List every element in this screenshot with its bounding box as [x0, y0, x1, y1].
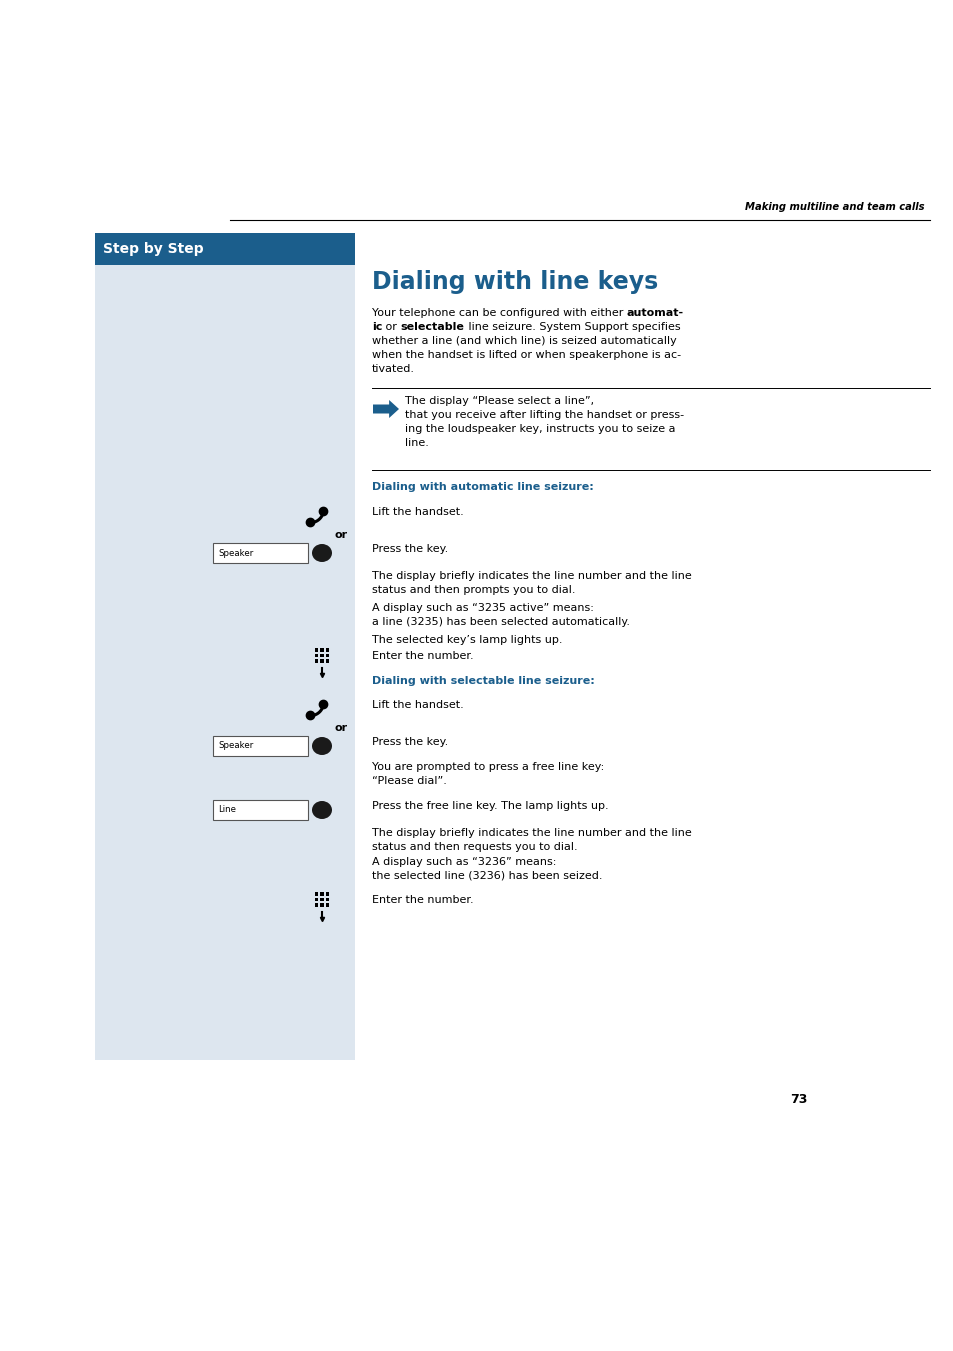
Bar: [314, 902, 318, 907]
Text: ic: ic: [372, 322, 382, 332]
Bar: [95, 265, 355, 1061]
Text: The display “Please select a line”,: The display “Please select a line”,: [405, 396, 594, 407]
Bar: [320, 648, 323, 651]
Polygon shape: [373, 400, 398, 417]
Text: line seizure. System Support specifies: line seizure. System Support specifies: [464, 322, 679, 332]
Text: Speaker: Speaker: [218, 549, 253, 558]
Text: Speaker: Speaker: [218, 742, 253, 751]
Bar: [314, 648, 318, 651]
Bar: [325, 648, 329, 651]
Text: status and then prompts you to dial.: status and then prompts you to dial.: [372, 585, 575, 594]
Text: selectable: selectable: [400, 322, 464, 332]
Bar: [325, 892, 329, 896]
Text: ing the loudspeaker key, instructs you to seize a: ing the loudspeaker key, instructs you t…: [405, 424, 675, 434]
Text: or: or: [382, 322, 400, 332]
Text: line.: line.: [405, 438, 429, 449]
Bar: [325, 654, 329, 657]
Ellipse shape: [312, 801, 332, 819]
Text: Enter the number.: Enter the number.: [372, 894, 473, 905]
Text: status and then requests you to dial.: status and then requests you to dial.: [372, 842, 577, 852]
Text: Lift the handset.: Lift the handset.: [372, 700, 463, 711]
Text: The display briefly indicates the line number and the line: The display briefly indicates the line n…: [372, 571, 691, 581]
Text: Your telephone can be configured with either: Your telephone can be configured with ei…: [372, 308, 626, 317]
Bar: [320, 892, 323, 896]
Bar: [95, 232, 355, 265]
Text: Making multiline and team calls: Making multiline and team calls: [744, 203, 924, 212]
Bar: [325, 897, 329, 901]
Text: whether a line (and which line) is seized automatically: whether a line (and which line) is seize…: [372, 336, 676, 346]
Bar: [314, 659, 318, 662]
Text: Enter the number.: Enter the number.: [372, 651, 473, 661]
Text: a line (3235) has been selected automatically.: a line (3235) has been selected automati…: [372, 617, 629, 627]
Ellipse shape: [312, 738, 332, 755]
Text: 73: 73: [789, 1093, 806, 1106]
Bar: [314, 897, 318, 901]
Text: Dialing with line keys: Dialing with line keys: [372, 270, 658, 295]
Bar: [314, 654, 318, 657]
Text: Dialing with automatic line seizure:: Dialing with automatic line seizure:: [372, 482, 593, 492]
Text: Step by Step: Step by Step: [103, 242, 203, 255]
Text: A display such as “3235 active” means:: A display such as “3235 active” means:: [372, 603, 594, 613]
Text: automat-: automat-: [626, 308, 683, 317]
Text: The display briefly indicates the line number and the line: The display briefly indicates the line n…: [372, 828, 691, 838]
Text: Dialing with selectable line seizure:: Dialing with selectable line seizure:: [372, 676, 594, 686]
Text: Press the free line key. The lamp lights up.: Press the free line key. The lamp lights…: [372, 801, 608, 811]
Ellipse shape: [312, 544, 332, 562]
Text: Press the key.: Press the key.: [372, 738, 448, 747]
Text: the selected line (3236) has been seized.: the selected line (3236) has been seized…: [372, 871, 602, 881]
Text: A display such as “3236” means:: A display such as “3236” means:: [372, 857, 556, 867]
Bar: [320, 659, 323, 662]
Text: when the handset is lifted or when speakerphone is ac-: when the handset is lifted or when speak…: [372, 350, 680, 359]
Bar: [314, 892, 318, 896]
Bar: [213, 800, 308, 820]
Bar: [325, 902, 329, 907]
Bar: [320, 897, 323, 901]
Text: Press the key.: Press the key.: [372, 544, 448, 554]
Bar: [320, 654, 323, 657]
Bar: [325, 659, 329, 662]
Bar: [213, 543, 308, 563]
Text: or: or: [335, 530, 348, 540]
Text: tivated.: tivated.: [372, 363, 415, 374]
Text: Line: Line: [218, 805, 235, 815]
Text: The selected key’s lamp lights up.: The selected key’s lamp lights up.: [372, 635, 562, 644]
Text: that you receive after lifting the handset or press-: that you receive after lifting the hands…: [405, 409, 683, 420]
Bar: [213, 736, 308, 757]
Text: “Please dial”.: “Please dial”.: [372, 775, 446, 786]
Text: or: or: [335, 723, 348, 734]
Bar: [320, 902, 323, 907]
Text: Lift the handset.: Lift the handset.: [372, 507, 463, 517]
Text: You are prompted to press a free line key:: You are prompted to press a free line ke…: [372, 762, 603, 771]
